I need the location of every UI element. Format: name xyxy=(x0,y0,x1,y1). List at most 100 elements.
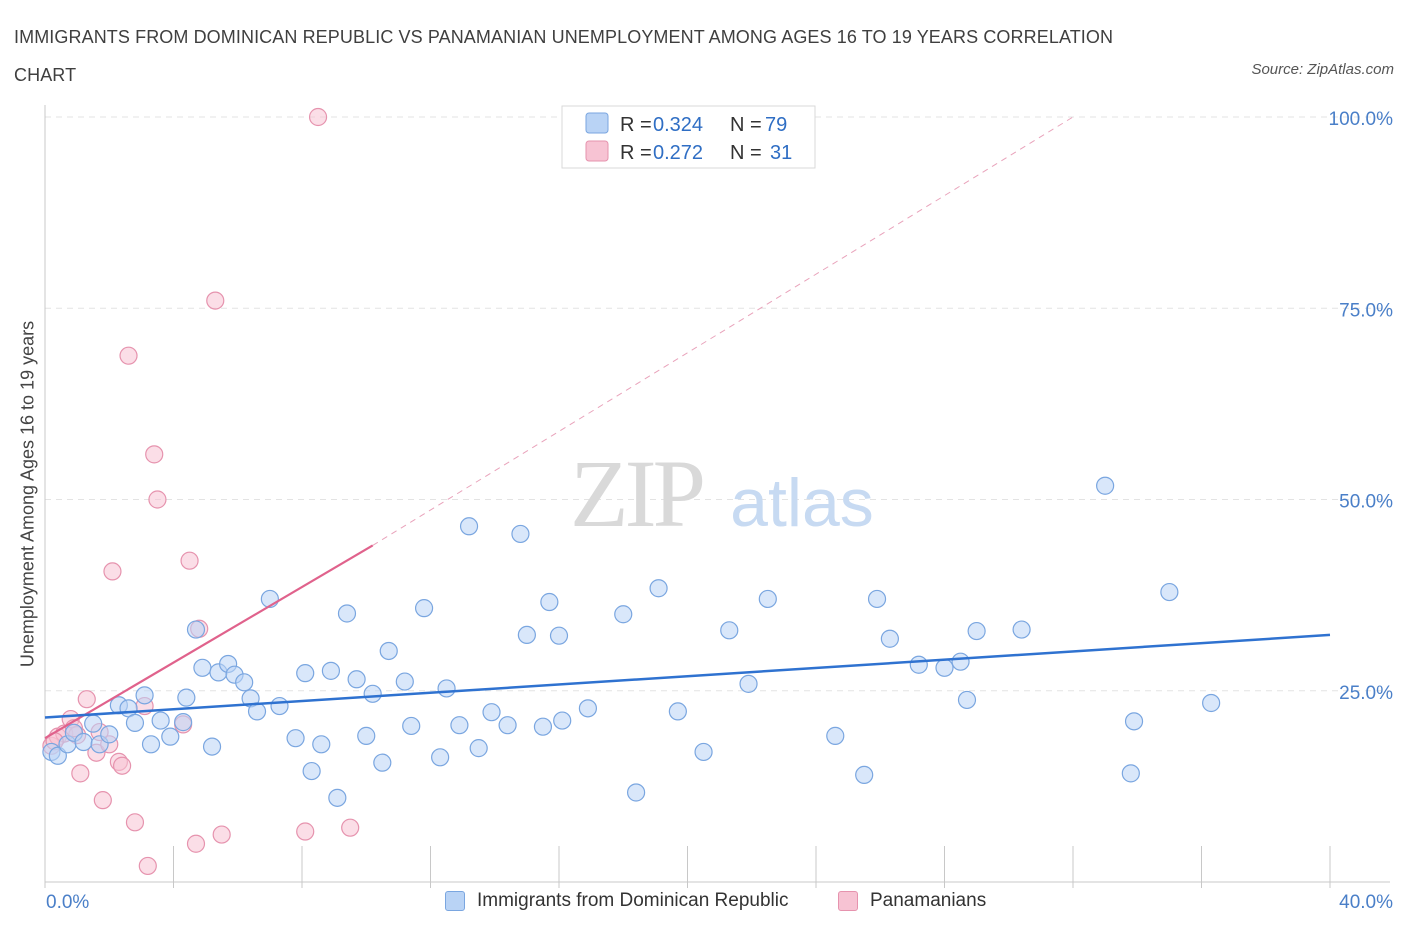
data-point-dominican xyxy=(626,783,646,802)
data-point-dominican xyxy=(125,713,145,732)
data-point-dominican xyxy=(141,735,161,754)
legend-blue-swatch xyxy=(585,112,609,134)
data-point-dominican xyxy=(549,626,569,645)
legend-blue-r-value: 0.324 xyxy=(653,114,703,136)
data-point-panamanians xyxy=(138,856,157,876)
data-point-dominican xyxy=(469,739,488,758)
data-point-dominican xyxy=(235,673,254,692)
data-point-panamanians xyxy=(206,291,225,310)
data-point-panamanians xyxy=(112,756,132,775)
data-point-dominican xyxy=(826,726,845,745)
data-point-dominican xyxy=(328,788,347,807)
trend-lines xyxy=(44,116,1331,740)
data-point-dominican xyxy=(151,711,170,730)
legend-blue-r-label: R = xyxy=(620,114,652,136)
data-point-dominican xyxy=(347,670,366,689)
data-point-dominican xyxy=(202,737,222,756)
y-tick-label: 75.0% xyxy=(1339,300,1393,321)
data-point-dominican xyxy=(296,664,315,683)
panamanians-points xyxy=(42,107,360,876)
data-point-dominican xyxy=(855,765,874,785)
grid-lines xyxy=(45,116,1390,692)
data-point-dominican xyxy=(321,661,341,680)
watermark-atlas: atlas xyxy=(730,465,874,541)
data-point-dominican xyxy=(935,658,954,677)
data-point-dominican xyxy=(511,524,530,544)
legend-swatch-dominican xyxy=(445,891,465,911)
data-point-dominican xyxy=(668,702,687,721)
data-point-dominican xyxy=(498,716,517,735)
data-point-panamanians xyxy=(296,822,315,841)
data-point-panamanians xyxy=(103,562,122,581)
trend-line-panamanians-extension xyxy=(372,116,1074,546)
data-point-panamanians xyxy=(125,813,145,832)
data-point-dominican xyxy=(739,674,758,693)
x-tick-label: 40.0% xyxy=(1339,892,1393,913)
data-point-dominican xyxy=(312,735,331,754)
data-point-dominican xyxy=(357,726,376,745)
source-label: Source: ZipAtlas.com xyxy=(1251,61,1394,78)
data-point-panamanians xyxy=(145,445,164,464)
data-point-dominican xyxy=(1096,476,1115,495)
data-point-dominican xyxy=(414,599,434,618)
data-point-dominican xyxy=(450,716,469,735)
data-point-dominican xyxy=(951,652,970,671)
legend-label-dominican: Immigrants from Dominican Republic xyxy=(477,890,789,911)
data-point-dominican xyxy=(402,716,421,736)
data-point-panamanians xyxy=(93,791,112,810)
legend-pink-n-value: 31 xyxy=(770,142,792,164)
legend-blue-n-value: 79 xyxy=(765,114,787,136)
data-point-dominican xyxy=(482,703,501,722)
data-point-dominican xyxy=(967,621,986,641)
data-point-panamanians xyxy=(180,551,199,570)
data-point-dominican xyxy=(649,579,668,598)
x-tick-label: 0.0% xyxy=(46,892,89,913)
data-point-dominican xyxy=(1160,582,1179,602)
dominican-points xyxy=(42,476,1221,807)
watermark-zip: ZIP xyxy=(570,440,703,547)
data-point-dominican xyxy=(135,686,154,705)
data-point-dominican xyxy=(363,684,382,703)
data-point-dominican xyxy=(437,679,456,698)
legend-pink-r-value: 0.272 xyxy=(653,142,703,164)
legend-item-panamanians[interactable]: Panamanians xyxy=(838,890,986,912)
watermark: ZIP atlas xyxy=(570,440,874,547)
data-point-panamanians xyxy=(148,490,167,509)
y-tick-label: 25.0% xyxy=(1339,683,1393,704)
data-point-dominican xyxy=(177,688,196,707)
data-point-dominican xyxy=(694,742,713,762)
data-point-dominican xyxy=(431,748,450,767)
data-point-dominican xyxy=(758,589,777,609)
legend-item-dominican[interactable]: Immigrants from Dominican Republic xyxy=(445,890,789,912)
data-point-dominican xyxy=(957,690,977,710)
data-point-dominican xyxy=(379,641,398,661)
legend-swatch-panamanians xyxy=(838,891,858,911)
data-point-dominican xyxy=(909,655,928,674)
data-point-dominican xyxy=(1202,693,1221,713)
data-point-dominican xyxy=(553,711,572,730)
data-point-dominican xyxy=(395,672,414,691)
data-point-dominican xyxy=(100,725,119,744)
tick-labels: 25.0% 50.0% 75.0% 100.0% 0.0% 40.0% xyxy=(46,109,1393,913)
data-point-dominican xyxy=(578,699,598,718)
legend-pink-r-label: R = xyxy=(620,142,652,164)
data-point-dominican xyxy=(270,696,289,716)
legend-pink-n-label: N = xyxy=(730,142,762,164)
data-point-dominican xyxy=(74,732,93,752)
data-point-dominican xyxy=(1124,712,1144,731)
legend-blue-n-label: N = xyxy=(730,114,762,136)
data-point-panamanians xyxy=(341,818,360,837)
legend-label-panamanians: Panamanians xyxy=(870,890,987,911)
data-point-dominican xyxy=(84,714,103,733)
bottom-legend: Immigrants from Dominican Republic Panam… xyxy=(0,890,1406,916)
trend-line-dominican xyxy=(44,633,1331,719)
axes xyxy=(44,105,1390,888)
data-point-dominican xyxy=(302,761,321,781)
trend-line-panamanians xyxy=(44,544,374,740)
chart-title: IMMIGRANTS FROM DOMINICAN REPUBLIC VS PA… xyxy=(14,27,1114,85)
data-point-dominican xyxy=(186,620,206,639)
y-tick-label: 50.0% xyxy=(1339,492,1393,513)
data-point-dominican xyxy=(373,753,392,772)
data-point-dominican xyxy=(1121,764,1140,783)
